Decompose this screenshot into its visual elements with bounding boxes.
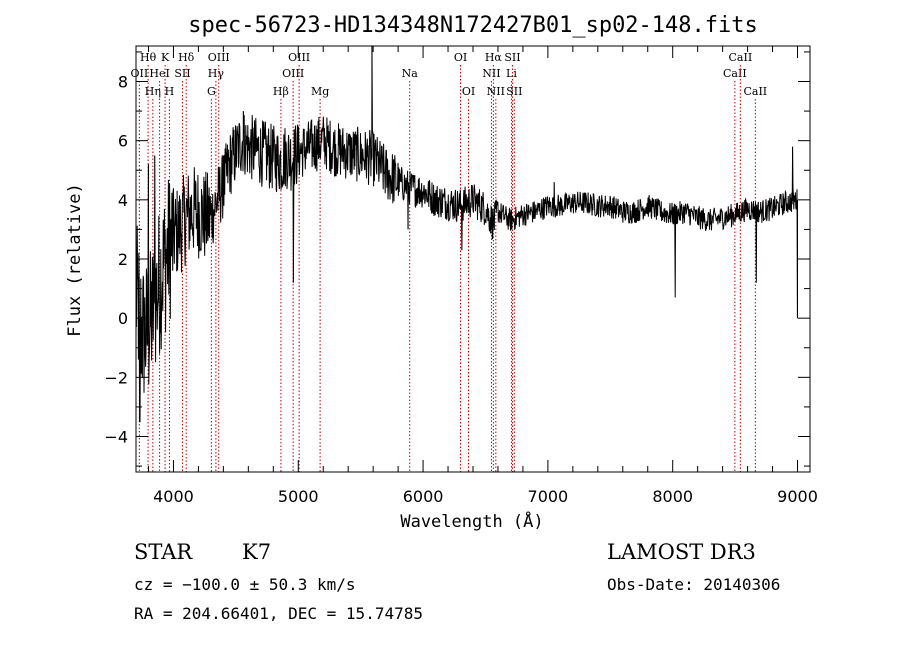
redshift-text: cz = −100.0 ± 50.3 km/s bbox=[134, 575, 356, 594]
x-tick-label-5: 9000 bbox=[777, 487, 818, 506]
marker-label-5: H bbox=[165, 85, 175, 98]
spectrum-chart: spec-56723-HD134348N172427B01_sp02-148.f… bbox=[65, 13, 818, 532]
marker-label-6: SII bbox=[174, 67, 190, 80]
marker-label-15: Na bbox=[402, 67, 419, 80]
chart-title: spec-56723-HD134348N172427B01_sp02-148.f… bbox=[188, 13, 758, 38]
marker-label-16: OI bbox=[454, 51, 467, 64]
axis-ticks: 4000 5000 6000 7000 8000 9000 −4 −2 0 2 4 6 8 bbox=[104, 46, 818, 506]
marker-label-14: Mg bbox=[311, 85, 329, 98]
x-tick-label-1: 5000 bbox=[278, 487, 319, 506]
marker-label-18: NII bbox=[482, 67, 500, 80]
plot-frame bbox=[135, 45, 811, 473]
y-tick-label-3: 2 bbox=[118, 250, 128, 269]
x-axis-label: Wavelength (Å) bbox=[400, 510, 543, 532]
marker-label-13: OIII bbox=[288, 51, 310, 64]
marker-label-12: OIII bbox=[282, 67, 304, 80]
y-tick-label-6: 8 bbox=[118, 73, 128, 92]
marker-label-1: OII bbox=[131, 67, 149, 80]
x-tick-label-4: 8000 bbox=[652, 487, 693, 506]
marker-label-7: Hδ bbox=[178, 51, 195, 64]
x-tick-label-2: 6000 bbox=[403, 487, 444, 506]
y-tick-label-4: 4 bbox=[118, 191, 128, 210]
marker-label-25: CaII bbox=[729, 51, 753, 64]
obs-date: Obs-Date: 20140306 bbox=[607, 575, 781, 594]
line-markers: Hθ OII Hη HeI K H SII Hδ G Hγ OIII Hβ OIII OIII Mg Na OI… bbox=[131, 51, 767, 472]
y-tick-label-5: 6 bbox=[118, 132, 128, 151]
x-tick-label-0: 4000 bbox=[153, 487, 194, 506]
y-tick-label-2: 0 bbox=[118, 309, 128, 328]
object-class: STAR bbox=[134, 540, 193, 564]
y-axis-label: Flux (relative) bbox=[65, 183, 85, 337]
marker-label-4: K bbox=[161, 51, 170, 64]
marker-label-19: Hα bbox=[485, 51, 503, 64]
marker-label-10: OIII bbox=[208, 51, 230, 64]
survey-name: LAMOST DR3 bbox=[607, 540, 756, 564]
marker-label-26: CaII bbox=[743, 85, 767, 98]
ra-dec: RA = 204.66401, DEC = 15.74785 bbox=[134, 604, 423, 623]
spectrum-line bbox=[135, 45, 798, 423]
y-tick-label-0: −4 bbox=[104, 428, 128, 447]
marker-label-9: Hγ bbox=[208, 67, 225, 80]
marker-label-0: Hθ bbox=[140, 51, 157, 64]
marker-label-8: G bbox=[207, 85, 216, 98]
marker-label-22: SII bbox=[504, 51, 520, 64]
object-subclass: K7 bbox=[242, 540, 272, 564]
marker-label-17: OI bbox=[462, 85, 475, 98]
marker-label-21: Li bbox=[506, 67, 517, 80]
marker-label-24: CaII bbox=[723, 67, 747, 80]
marker-label-2: Hη bbox=[145, 85, 161, 98]
marker-label-11: Hβ bbox=[273, 85, 289, 98]
x-tick-label-3: 7000 bbox=[528, 487, 569, 506]
y-tick-label-1: −2 bbox=[104, 368, 128, 387]
marker-label-23: SII bbox=[506, 85, 522, 98]
marker-label-20: NII bbox=[487, 85, 505, 98]
spectrum-group bbox=[135, 45, 798, 423]
marker-label-3: HeI bbox=[149, 67, 169, 80]
